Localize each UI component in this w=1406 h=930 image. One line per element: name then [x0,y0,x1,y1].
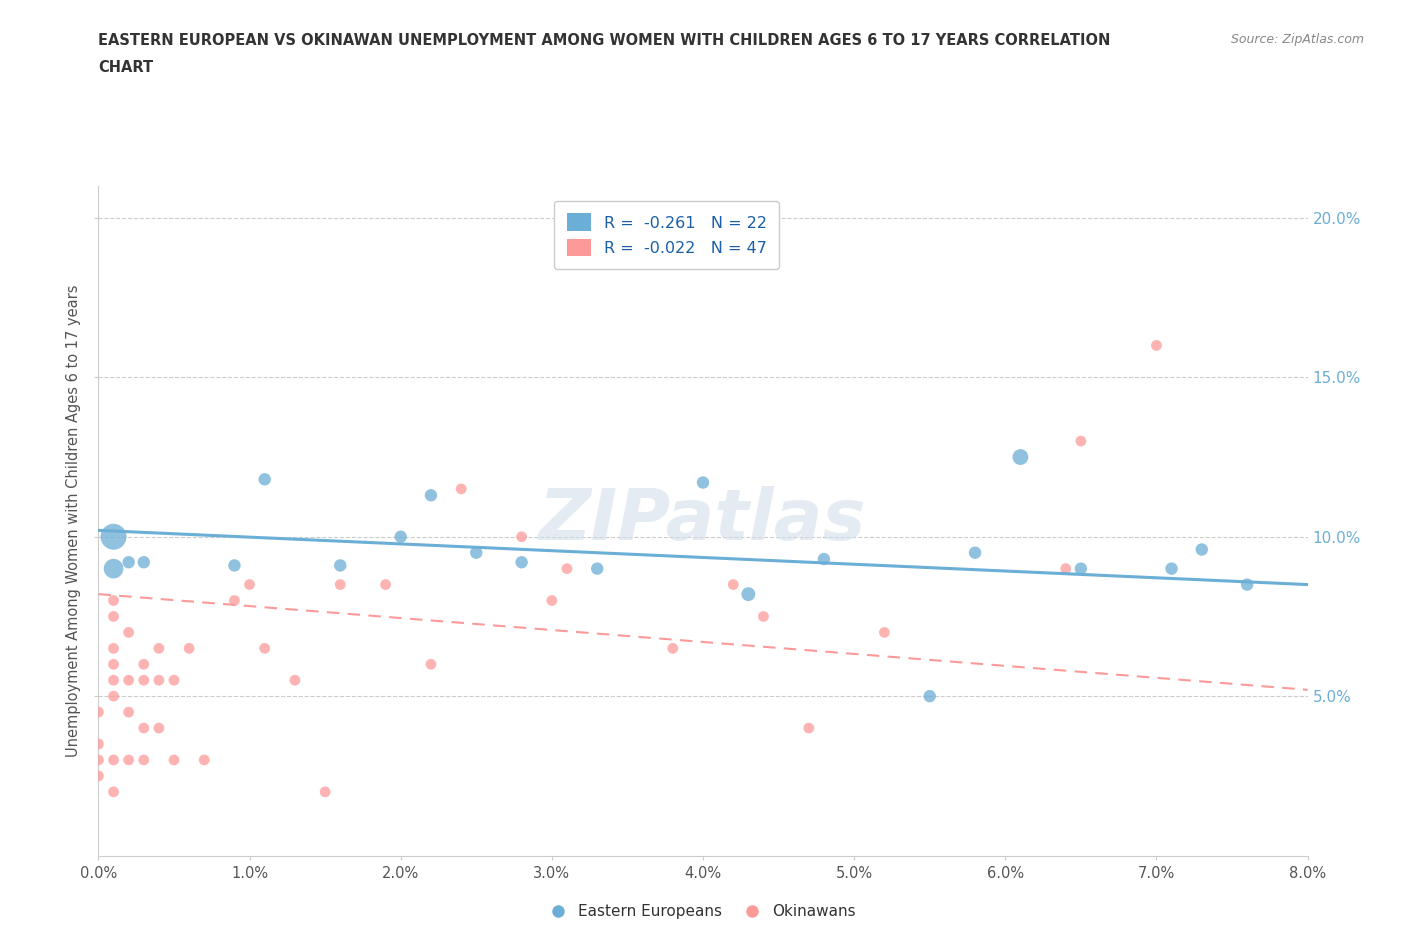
Point [420,657,443,671]
Text: 2.0%: 2.0% [382,867,419,882]
Point [737,587,759,602]
Text: 6.0%: 6.0% [987,867,1024,882]
Point [224,593,246,608]
Point [1054,561,1077,576]
Point [314,784,336,799]
Text: 4.0%: 4.0% [685,867,721,882]
Text: ZIPatlas: ZIPatlas [540,486,866,555]
Point [1070,433,1092,448]
Point [586,561,609,576]
Point [284,672,307,687]
Point [103,609,125,624]
Point [163,672,186,687]
Point [1160,561,1182,576]
Point [1191,542,1213,557]
Text: 7.0%: 7.0% [1137,867,1175,882]
Point [118,705,141,720]
Point [87,752,110,767]
Point [87,737,110,751]
Point [1236,578,1258,592]
Text: 1.0%: 1.0% [231,867,269,882]
Point [723,578,745,592]
Text: 0.0%: 0.0% [80,867,117,882]
Point [103,657,125,671]
Point [374,578,396,592]
Point [918,689,941,704]
Point [118,752,141,767]
Point [1146,338,1168,352]
Point [103,672,125,687]
Text: 8.0%: 8.0% [1289,867,1326,882]
Point [253,641,276,656]
Point [420,488,443,503]
Point [179,641,201,656]
Text: Source: ZipAtlas.com: Source: ZipAtlas.com [1230,33,1364,46]
Point [87,768,110,783]
Point [662,641,685,656]
Point [541,593,564,608]
Point [87,705,110,720]
Point [132,672,155,687]
Point [103,529,125,544]
Point [752,609,775,624]
Point [163,752,186,767]
Point [692,475,714,490]
Point [132,721,155,736]
Text: CHART: CHART [98,60,153,75]
Point [239,578,262,592]
Point [965,545,987,560]
Point [873,625,896,640]
Text: 3.0%: 3.0% [533,867,571,882]
Y-axis label: Unemployment Among Women with Children Ages 6 to 17 years: Unemployment Among Women with Children A… [66,285,82,757]
Point [193,752,215,767]
Point [389,529,412,544]
Point [103,593,125,608]
Point [253,472,276,486]
Point [450,482,472,497]
Point [148,672,170,687]
Point [103,784,125,799]
Text: EASTERN EUROPEAN VS OKINAWAN UNEMPLOYMENT AMONG WOMEN WITH CHILDREN AGES 6 TO 17: EASTERN EUROPEAN VS OKINAWAN UNEMPLOYMEN… [98,33,1111,47]
Point [132,657,155,671]
Point [103,752,125,767]
Point [224,558,246,573]
Point [118,555,141,570]
Point [118,672,141,687]
Point [132,555,155,570]
Point [103,689,125,704]
Point [148,641,170,656]
Legend: Eastern Europeans, Okinawans: Eastern Europeans, Okinawans [544,897,862,925]
Point [510,555,533,570]
Point [118,625,141,640]
Point [797,721,820,736]
Point [813,551,835,566]
Point [465,545,488,560]
Point [329,558,352,573]
Point [148,721,170,736]
Point [1010,449,1032,464]
Point [1070,561,1092,576]
Point [103,561,125,576]
Point [132,752,155,767]
Text: 5.0%: 5.0% [835,867,873,882]
Point [510,529,533,544]
Point [103,641,125,656]
Point [329,578,352,592]
Point [555,561,578,576]
